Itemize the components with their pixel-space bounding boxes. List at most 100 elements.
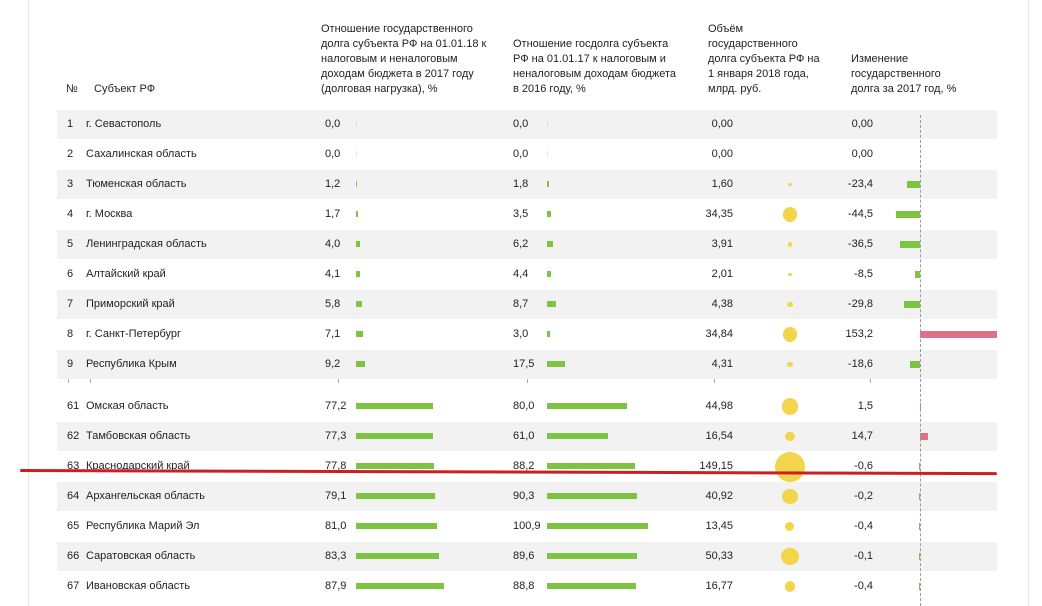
load-2017-bar [356, 523, 437, 529]
load-2016-bar [547, 523, 648, 529]
debt-change-bar [909, 361, 920, 368]
subject-name: Тюменская область [86, 178, 187, 190]
table-row: 7 Приморский край 5,8 8,7 4,38 -29,8 [57, 290, 997, 319]
table-frame-left [28, 0, 29, 606]
load-2017-value: 4,1 [325, 268, 341, 280]
row-number: 61 [67, 400, 80, 412]
load-2016-bar [547, 463, 636, 469]
load-2016-value: 100,9 [513, 520, 541, 532]
load-2017-bar [356, 463, 434, 469]
load-2017-bar [356, 241, 360, 247]
debt-change-value: 0,00 [851, 118, 873, 130]
load-2017-bar [356, 121, 357, 127]
table-row: 61 Омская область 77,2 80,0 44,98 1,5 [57, 392, 997, 421]
change-zero-line [920, 115, 921, 606]
load-2017-value: 77,2 [325, 400, 347, 412]
row-number: 9 [67, 358, 74, 370]
load-2017-value: 81,0 [325, 520, 347, 532]
debt-change-value: -18,6 [847, 358, 873, 370]
debt-volume-bubble [781, 547, 799, 566]
load-2017-value: 83,3 [325, 550, 347, 562]
debt-volume-value: 4,38 [711, 298, 733, 310]
debt-volume-bubble [787, 301, 793, 308]
gap-tick-load2016 [527, 379, 528, 383]
debt-change-bar [919, 553, 920, 560]
gap-tick-number [68, 379, 69, 383]
load-2016-value: 89,6 [513, 550, 535, 562]
load-2016-bar [547, 301, 556, 307]
load-2016-bar [547, 121, 548, 127]
header-subject: Субъект РФ [94, 83, 156, 95]
debt-change-bar [919, 463, 920, 470]
table-row: 9 Республика Крым 9,2 17,5 4,31 -18,6 [57, 350, 997, 379]
load-2016-value: 88,2 [513, 460, 535, 472]
debt-volume-value: 13,45 [705, 520, 733, 532]
table-row: 66 Саратовская область 83,3 89,6 50,33 -0,1 [57, 542, 997, 571]
load-2017-value: 7,1 [325, 328, 341, 340]
load-2017-bar [356, 151, 357, 157]
load-2016-value: 17,5 [513, 358, 535, 370]
debt-volume-bubble [787, 361, 793, 368]
load-2016-value: 4,4 [513, 268, 529, 280]
load-2017-bar [356, 331, 364, 337]
table-row: 64 Архангельская область 79,1 90,3 40,92 -0,2 [57, 482, 997, 511]
table-row: 3 Тюменская область 1,2 1,8 1,60 -23,4 [57, 170, 997, 199]
row-number: 62 [67, 430, 80, 442]
load-2017-bar [356, 181, 358, 187]
debt-change-bar [899, 241, 920, 248]
debt-change-value: -29,8 [847, 298, 873, 310]
subject-name: Ивановская область [86, 580, 191, 592]
debt-volume-value: 4,31 [711, 358, 733, 370]
load-2017-bar [356, 493, 436, 499]
load-2017-value: 79,1 [325, 490, 347, 502]
load-2016-value: 6,2 [513, 238, 529, 250]
load-2016-value: 88,8 [513, 580, 535, 592]
load-2017-bar [356, 553, 440, 559]
debt-volume-value: 0,00 [711, 148, 733, 160]
load-2016-bar [547, 271, 552, 277]
load-2017-bar [356, 301, 362, 307]
subject-name: г. Санкт-Петербург [86, 328, 182, 340]
row-number: 5 [67, 238, 74, 250]
debt-volume-value: 1,60 [711, 178, 733, 190]
load-2016-value: 1,8 [513, 178, 529, 190]
load-2016-value: 0,0 [513, 118, 529, 130]
debt-change-value: -0,4 [854, 580, 873, 592]
debt-volume-bubble [787, 242, 793, 247]
row-number: 65 [67, 520, 80, 532]
row-number: 63 [67, 460, 80, 472]
load-2016-value: 61,0 [513, 430, 535, 442]
table-row: 67 Ивановская область 87,9 88,8 16,77 -0,4 [57, 572, 997, 601]
table-row: 5 Ленинградская область 4,0 6,2 3,91 -36,5 [57, 230, 997, 259]
debt-volume-bubble [788, 182, 792, 187]
debt-change-value: 14,7 [851, 430, 873, 442]
debt-change-value: -8,5 [854, 268, 873, 280]
header-debt-change: Изменение государственного долга за 2017… [851, 53, 957, 95]
debt-change-value: -0,2 [854, 490, 873, 502]
debt-volume-bubble [781, 398, 799, 415]
table-row: 63 Краснодарский край 77,8 88,2 149,15 -0,6 [57, 451, 997, 482]
debt-change-bar [920, 331, 997, 338]
debt-volume-value: 34,35 [705, 208, 733, 220]
load-2017-value: 77,3 [325, 430, 347, 442]
load-2017-value: 0,0 [325, 148, 341, 160]
subject-name: Архангельская область [86, 490, 205, 502]
debt-change-bar [903, 301, 920, 308]
debt-volume-value: 2,01 [711, 268, 733, 280]
load-2016-value: 8,7 [513, 298, 529, 310]
row-number: 7 [67, 298, 74, 310]
debt-change-value: -0,6 [854, 460, 873, 472]
load-2016-bar [547, 211, 551, 217]
debt-change-bar [919, 523, 920, 530]
row-number: 3 [67, 178, 74, 190]
subject-name: Республика Марий Эл [86, 520, 200, 532]
load-2017-bar [356, 211, 358, 217]
load-2017-value: 0,0 [325, 118, 341, 130]
debt-volume-bubble [788, 272, 792, 277]
subject-name: Ленинградская область [86, 238, 207, 250]
subject-name: Сахалинская область [86, 148, 197, 160]
load-2017-bar [356, 583, 444, 589]
load-2016-value: 3,0 [513, 328, 529, 340]
table-row: 2 Сахалинская область 0,0 0,0 0,00 0,00 [57, 140, 997, 169]
gap-tick-change [870, 379, 871, 383]
